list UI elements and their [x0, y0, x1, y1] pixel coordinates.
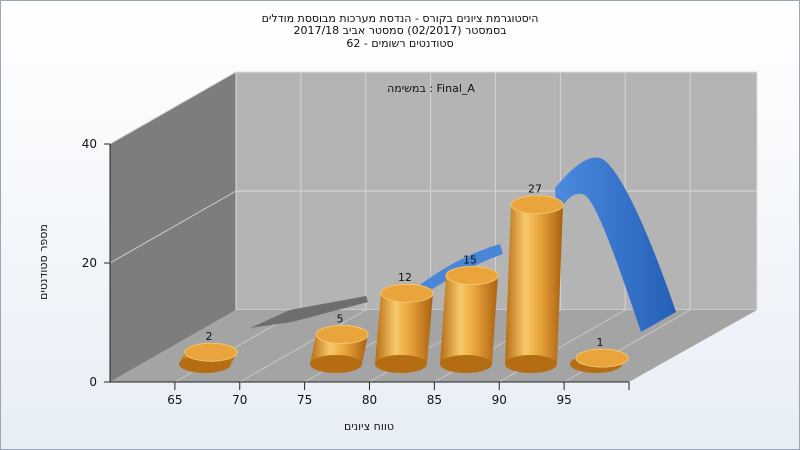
bar-body-2: [375, 293, 433, 364]
bar-top-1: [315, 325, 369, 344]
x-tick-label-5: 90: [492, 393, 507, 407]
x-tick-label-1: 70: [232, 393, 247, 407]
bar-top-4: [510, 195, 564, 215]
chart-title-line-1: היסטוגרמת ציונים בקורס - הנדסת מערכות מב…: [261, 12, 539, 25]
axes: 0 20 40 65 70 75 80 85 90 95: [82, 137, 630, 407]
x-tick-label-0: 65: [167, 393, 182, 407]
bar-label-5: 1: [597, 336, 604, 349]
bar-base-1: [310, 355, 362, 373]
bar-body-3: [440, 275, 498, 364]
y-tick-label-2: 40: [82, 137, 97, 151]
bar-top-2: [380, 283, 434, 303]
curve-ribbon-grey: [250, 296, 368, 328]
bar-4: 27: [505, 183, 564, 373]
bar-base-4: [505, 355, 557, 373]
bar-top-5: [575, 348, 629, 368]
bar-top-0: [184, 342, 238, 362]
x-tick-label-2: 75: [297, 393, 312, 407]
floor-line-1: [239, 309, 366, 383]
x-tick-label-3: 80: [362, 393, 377, 407]
right-edge: [757, 72, 800, 310]
curve-ribbon-blue: [555, 157, 676, 332]
chart-title-line-2: בסמסטר (02/2017) סמסטר אביב 2017/18: [293, 24, 507, 37]
chart-title-line-3: סטודנטים רשומים - 62: [346, 37, 454, 50]
bar-2: 12: [375, 271, 434, 373]
bar-base-3: [440, 355, 492, 373]
gridline-left-1: [109, 190, 237, 264]
x-tick-label-4: 85: [427, 393, 442, 407]
x-axis-label: טווח ציונים: [344, 420, 394, 433]
y-tick-label-0: 0: [89, 375, 97, 389]
bar-label-3: 15: [463, 254, 477, 267]
bar-top-3: [445, 266, 499, 285]
bar-5: 1: [570, 336, 629, 373]
gridline-left-2: [109, 71, 237, 145]
legend-text: במשימה : Final_A: [387, 82, 475, 95]
bar-label-1: 5: [337, 313, 344, 326]
bar-label-0: 2: [206, 330, 213, 343]
bar-label-4: 27: [528, 183, 542, 196]
chart-marks: 2 5 12 15 27 1: [179, 157, 676, 373]
bar-body-4: [505, 204, 563, 364]
bar-1: 5: [310, 313, 369, 373]
y-axis-label: מספר סטודנטים: [37, 224, 50, 300]
bar-base-2: [375, 355, 427, 373]
y-tick-label-1: 20: [82, 256, 97, 270]
bar-0: 2: [179, 330, 238, 373]
bar-label-2: 12: [398, 271, 412, 284]
x-tick-label-6: 95: [556, 393, 571, 407]
bar-3: 15: [440, 254, 499, 373]
